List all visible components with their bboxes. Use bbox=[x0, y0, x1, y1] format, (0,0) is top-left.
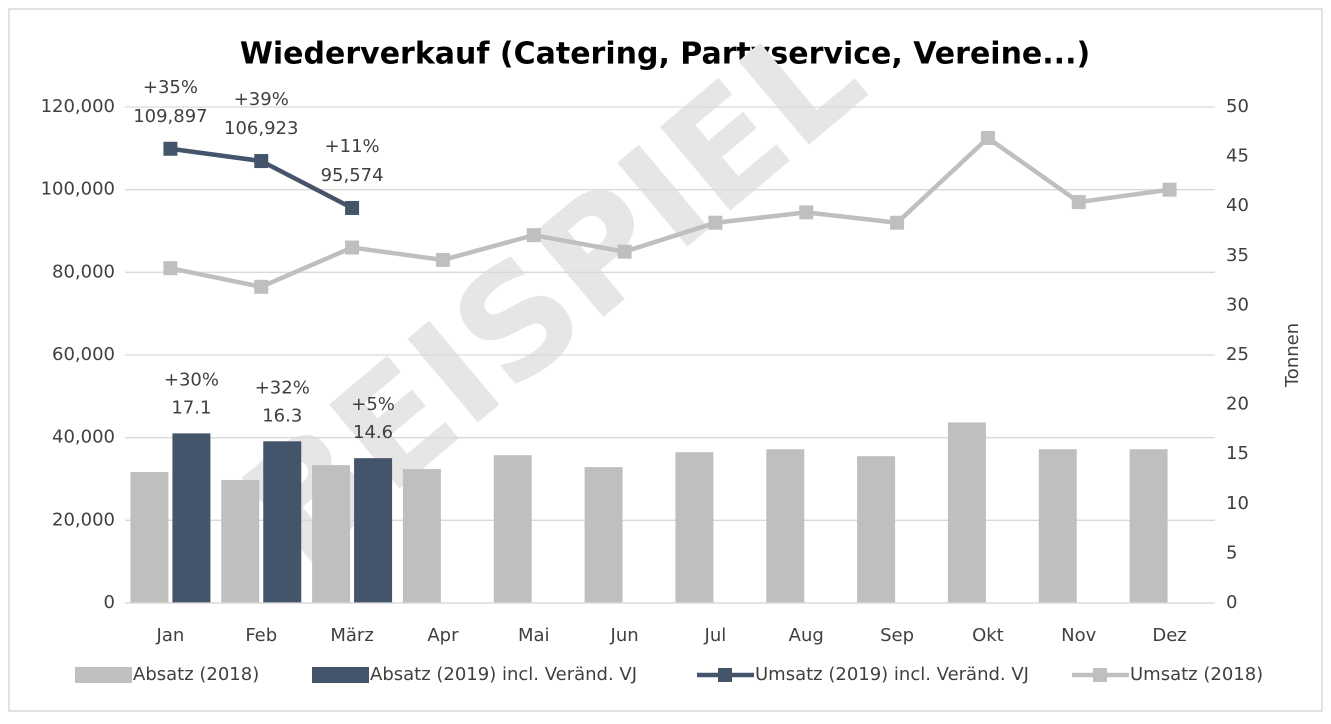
marker bbox=[1162, 182, 1177, 197]
marker bbox=[708, 215, 723, 230]
marker bbox=[890, 215, 905, 230]
bar bbox=[947, 422, 986, 603]
y2-tick-label: 0 bbox=[1226, 592, 1237, 613]
legend-label: Umsatz (2019) incl. Veränd. VJ bbox=[755, 664, 1029, 685]
marker bbox=[435, 252, 450, 267]
y-tick-label: 100,000 bbox=[41, 179, 115, 200]
x-tick-label: Okt bbox=[972, 625, 1004, 646]
bar bbox=[766, 449, 805, 603]
change-label: +39% bbox=[234, 89, 289, 110]
y2-tick-label: 35 bbox=[1226, 245, 1249, 266]
marker bbox=[345, 240, 360, 255]
x-tick-label: Aug bbox=[789, 625, 824, 646]
bar bbox=[172, 433, 211, 603]
x-tick-label: Jun bbox=[610, 625, 639, 646]
y2-axis-label: Tonnen bbox=[1282, 323, 1303, 388]
y2-tick-label: 10 bbox=[1226, 493, 1249, 514]
legend-swatch bbox=[312, 667, 369, 683]
bar bbox=[354, 458, 393, 603]
y2-tick-label: 50 bbox=[1226, 96, 1249, 117]
x-tick-label: Nov bbox=[1061, 625, 1096, 646]
change-label: +32% bbox=[255, 377, 310, 398]
data-label: 95,574 bbox=[321, 165, 384, 186]
bar bbox=[584, 467, 623, 603]
y-tick-label: 40,000 bbox=[52, 427, 115, 448]
x-tick-label: Jan bbox=[156, 625, 185, 646]
data-label: 106,923 bbox=[224, 118, 298, 139]
y-tick-label: 60,000 bbox=[52, 344, 115, 365]
data-label: 17.1 bbox=[171, 397, 211, 418]
legend-swatch bbox=[75, 667, 132, 683]
marker bbox=[799, 205, 814, 220]
y-tick-label: 0 bbox=[104, 592, 115, 613]
y2-tick-label: 40 bbox=[1226, 195, 1249, 216]
data-label: 14.6 bbox=[353, 422, 393, 443]
chart-title: Wiederverkauf (Catering, Partyservice, V… bbox=[240, 37, 1090, 72]
data-label: 16.3 bbox=[262, 405, 302, 426]
x-tick-label: Mai bbox=[518, 625, 550, 646]
y2-tick-label: 5 bbox=[1226, 542, 1237, 563]
marker bbox=[617, 244, 632, 259]
bar bbox=[130, 472, 169, 603]
marker bbox=[980, 131, 995, 145]
bar bbox=[675, 452, 714, 603]
marker bbox=[163, 261, 178, 276]
x-tick-label: Apr bbox=[427, 625, 459, 646]
data-label: 109,897 bbox=[133, 106, 207, 127]
x-tick-label: Dez bbox=[1152, 625, 1186, 646]
y2-tick-label: 25 bbox=[1226, 344, 1249, 365]
x-tick-label: Jul bbox=[704, 625, 727, 646]
marker bbox=[163, 141, 178, 156]
x-tick-label: März bbox=[330, 625, 373, 646]
marker bbox=[1071, 195, 1086, 210]
marker bbox=[526, 228, 541, 243]
y-tick-label: 120,000 bbox=[41, 96, 115, 117]
bar bbox=[221, 479, 260, 603]
change-label: +30% bbox=[164, 369, 219, 390]
legend-marker bbox=[718, 668, 732, 682]
line bbox=[169, 135, 1170, 290]
y2-tick-label: 45 bbox=[1226, 146, 1249, 167]
marker bbox=[254, 279, 269, 294]
legend-label: Absatz (2019) incl. Veränd. VJ bbox=[370, 664, 637, 685]
y2-tick-label: 15 bbox=[1226, 443, 1249, 464]
legend-label: Umsatz (2018) bbox=[1130, 664, 1263, 685]
legend-marker bbox=[1093, 668, 1107, 682]
marker bbox=[254, 154, 269, 169]
bar bbox=[312, 465, 351, 603]
y-tick-label: 80,000 bbox=[52, 261, 115, 282]
y2-tick-label: 30 bbox=[1226, 294, 1249, 315]
change-label: +35% bbox=[143, 77, 198, 98]
bar bbox=[1038, 449, 1077, 603]
bar bbox=[402, 469, 441, 603]
bar bbox=[263, 441, 302, 603]
bar bbox=[857, 456, 896, 603]
legend-label: Absatz (2018) bbox=[133, 664, 259, 685]
bar bbox=[493, 455, 532, 603]
change-label: +5% bbox=[351, 394, 395, 415]
marker bbox=[345, 200, 360, 215]
y2-tick-label: 20 bbox=[1226, 394, 1249, 415]
change-label: +11% bbox=[325, 136, 380, 157]
y-tick-label: 20,000 bbox=[52, 509, 115, 530]
x-tick-label: Sep bbox=[880, 625, 914, 646]
x-tick-label: Feb bbox=[245, 625, 277, 646]
bar bbox=[1129, 449, 1168, 603]
